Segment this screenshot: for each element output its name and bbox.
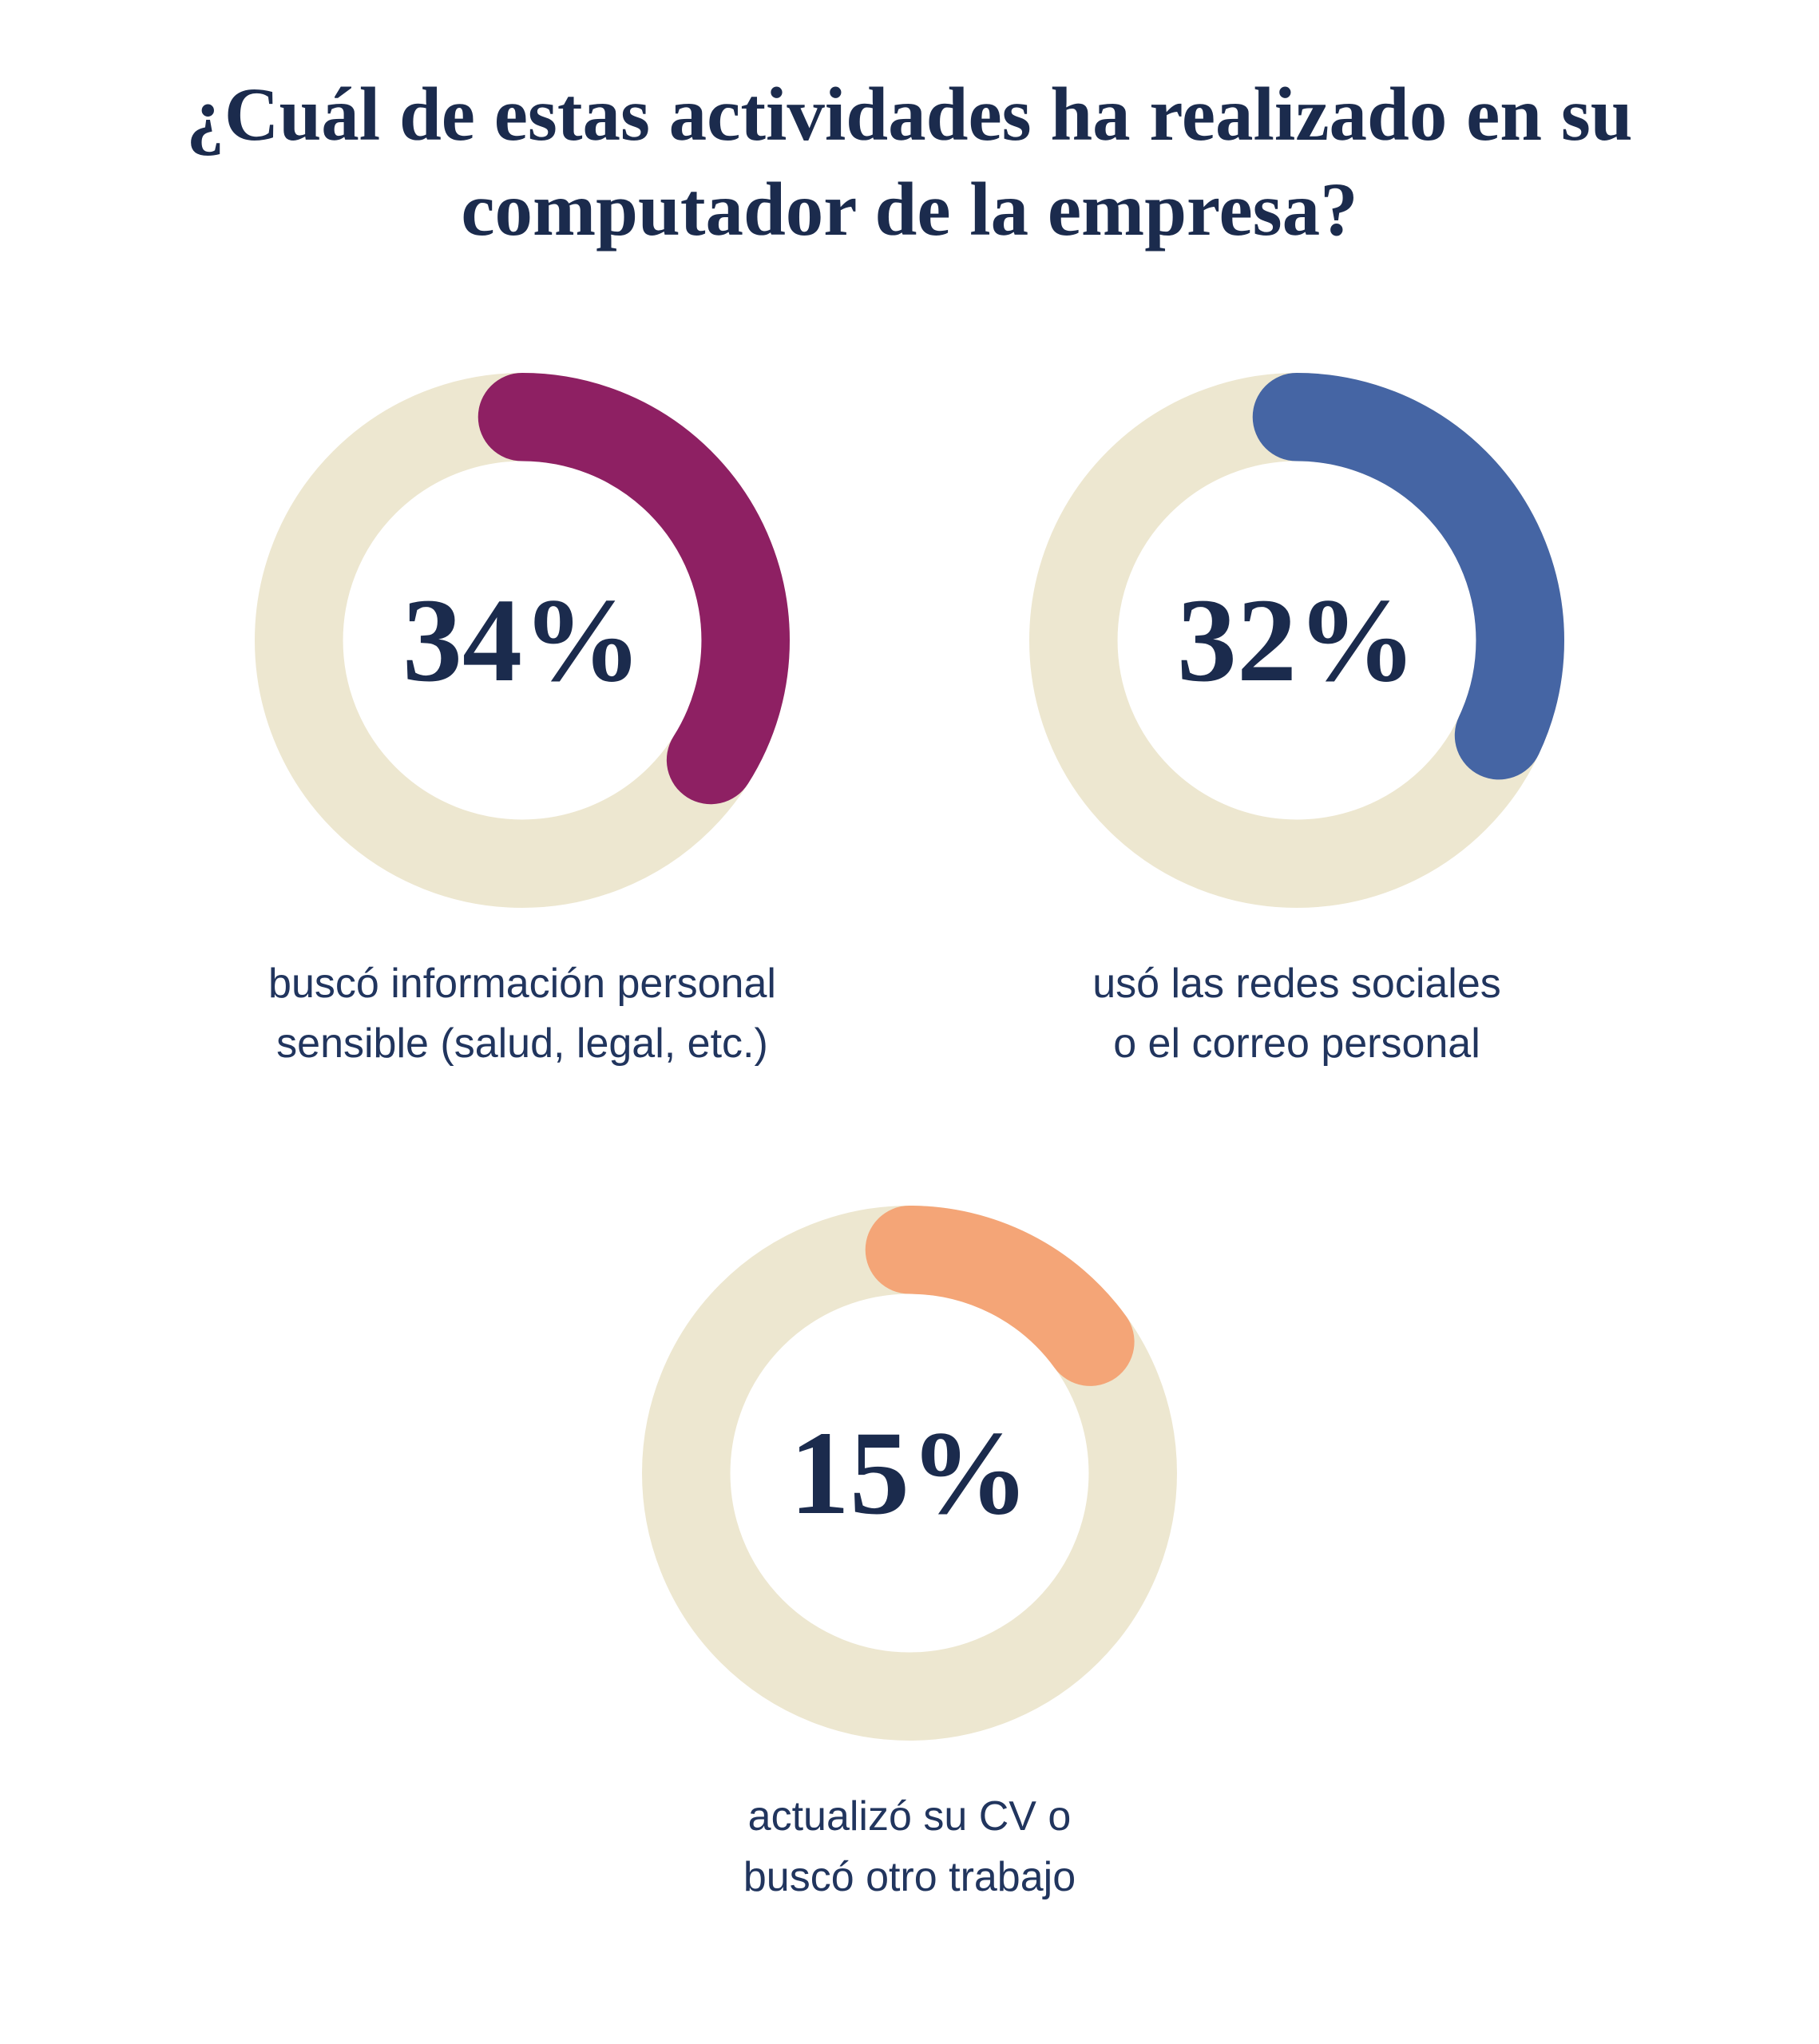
donut-value-social-email: 32% (1177, 573, 1417, 707)
donut-caption-cv-job: actualizó su CV o buscó otro trabajo (743, 1787, 1076, 1907)
caption-line: actualizó su CV o (747, 1793, 1072, 1840)
donut-chart-sensitive-info: 34% (255, 372, 790, 908)
caption-line: buscó otro trabajo (743, 1853, 1076, 1900)
donut-row-top: 34% buscó información personal sensible … (163, 372, 1656, 1075)
caption-line: sensible (salud, legal, etc.) (276, 1020, 768, 1067)
donut-value-arc (1029, 372, 1564, 908)
donut-ring-svg (255, 372, 790, 908)
caption-line: o el correo personal (1113, 1020, 1480, 1067)
donut-row-bottom: 15% actualizó su CV o buscó otro trabajo (550, 1206, 1269, 1907)
donut-ring-svg (642, 1206, 1177, 1741)
donut-group-cv-job: 15% actualizó su CV o buscó otro trabajo (550, 1206, 1269, 1907)
donut-group-social-email: 32% usó las redes sociales o el correo p… (937, 372, 1656, 1075)
chart-title: ¿Cuál de estas actividades ha realizado … (186, 72, 1633, 252)
caption-line: usó las redes sociales (1092, 960, 1501, 1007)
donut-value-sensitive-info: 34% (402, 573, 642, 707)
donut-group-sensitive-info: 34% buscó información personal sensible … (163, 372, 882, 1075)
donut-value-cv-job: 15% (790, 1407, 1029, 1540)
donut-value-arc (255, 372, 790, 908)
donut-value-arc (642, 1206, 1177, 1741)
donut-caption-social-email: usó las redes sociales o el correo perso… (1092, 954, 1501, 1075)
donut-chart-cv-job: 15% (642, 1206, 1177, 1741)
donut-ring-svg (1029, 372, 1564, 908)
donut-chart-social-email: 32% (1029, 372, 1564, 908)
donut-caption-sensitive-info: buscó información personal sensible (sal… (268, 954, 776, 1075)
caption-line: buscó información personal (268, 960, 776, 1007)
